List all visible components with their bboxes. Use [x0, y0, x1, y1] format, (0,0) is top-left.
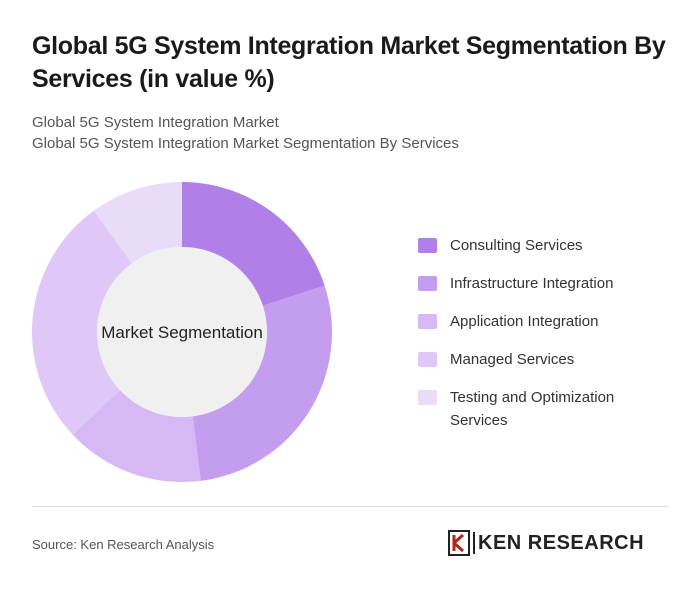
legend: Consulting Services Infrastructure Integr… [418, 234, 658, 447]
donut-segment [182, 182, 325, 306]
logo-text: KEN RESEARCH [478, 532, 645, 554]
legend-item: Managed Services [418, 348, 658, 371]
legend-swatch [418, 276, 437, 291]
legend-swatch [418, 352, 437, 367]
legend-item: Application Integration [418, 310, 658, 333]
legend-swatch [418, 390, 437, 405]
legend-label: Managed Services [450, 351, 575, 368]
legend-swatch [418, 314, 437, 329]
donut-segment [192, 285, 332, 481]
donut-segment [31, 210, 133, 435]
center-label: Market Segmentation [101, 323, 263, 342]
source: Source: Ken Research Analysis [32, 537, 215, 552]
legend-label: Infrastructure Integration [450, 275, 614, 292]
donut-center [97, 247, 267, 417]
divider [32, 506, 668, 507]
legend-label: Consulting Services [450, 237, 583, 254]
title: Global 5G System Integration Market Segm… [32, 32, 666, 93]
subtitle: Global 5G System Integration Market [32, 114, 279, 131]
logo-icon [448, 530, 470, 556]
subtitle: Global 5G System Integration Market Segm… [32, 135, 459, 152]
legend-item: Consulting Services [418, 234, 658, 257]
legend-label: Testing and Optimization Services [450, 389, 615, 429]
logo-separator [473, 532, 475, 554]
legend-item: Testing and Optimization Services [418, 386, 658, 432]
donut-chart: Market Segmentation [31, 182, 332, 482]
legend-label: Application Integration [450, 313, 599, 330]
legend-item: Infrastructure Integration [418, 272, 658, 295]
legend-swatch [418, 238, 437, 253]
donut-segment [72, 390, 201, 482]
donut-segment [93, 182, 182, 264]
